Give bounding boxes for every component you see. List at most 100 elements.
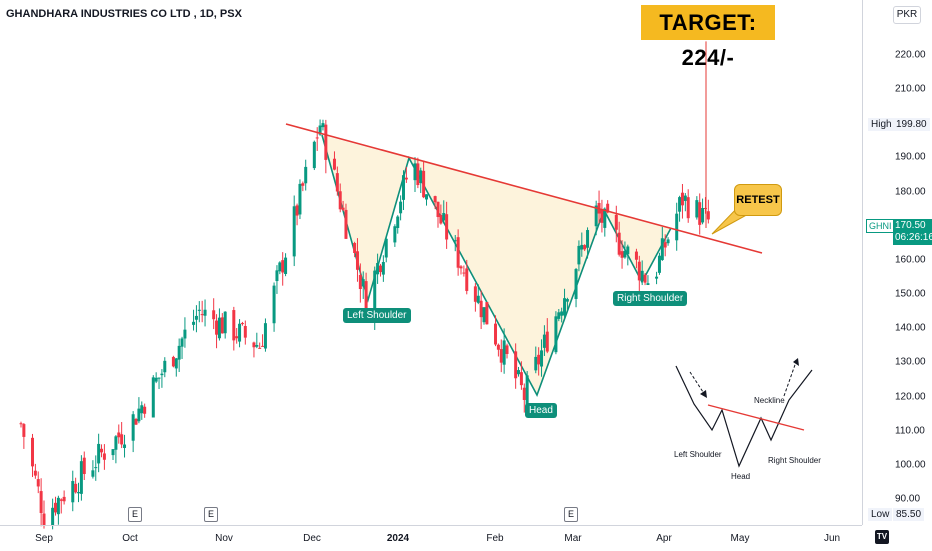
candle-body — [200, 314, 204, 316]
candle-body — [54, 502, 58, 513]
candle-body — [42, 513, 46, 527]
candle-body — [563, 298, 567, 316]
candle-body — [666, 239, 670, 244]
candle-body — [695, 200, 699, 218]
candle-body — [485, 302, 489, 325]
candle-body — [617, 232, 621, 255]
x-tick-label: 2024 — [386, 533, 410, 544]
chart-title: GHANDHARA INDUSTRIES CO LTD , 1D, PSX — [6, 8, 242, 20]
target-label: TARGET: 224/- — [641, 5, 775, 70]
candle-body — [534, 356, 538, 371]
candle-body — [577, 245, 581, 265]
earnings-marker[interactable]: E — [204, 507, 218, 522]
candle-body — [399, 201, 403, 214]
currency-button[interactable]: PKR — [893, 6, 921, 24]
candle-body — [275, 270, 279, 282]
candle-body — [586, 230, 590, 248]
x-tick-label: Jun — [823, 533, 841, 544]
candle-body — [120, 434, 124, 445]
candle-body — [220, 317, 224, 334]
candle-body — [298, 183, 302, 215]
candle-body — [594, 205, 598, 227]
candle-body — [433, 196, 437, 203]
candle-body — [465, 268, 469, 291]
candle-body — [494, 323, 498, 345]
candle-body — [583, 245, 587, 250]
candle-body — [74, 483, 78, 493]
candle-body — [396, 216, 400, 229]
time-axis[interactable] — [0, 525, 862, 551]
candle-body — [701, 208, 705, 223]
candle-body — [620, 251, 624, 258]
x-tick-label: Mar — [564, 533, 582, 544]
diagram-arrowhead-down — [700, 390, 707, 398]
candle-body — [143, 406, 147, 414]
candle-body — [419, 170, 423, 184]
candle-body — [364, 281, 368, 316]
candle-body — [517, 370, 521, 375]
candle-body — [223, 311, 227, 334]
candle-body — [623, 250, 627, 258]
candle-body — [318, 125, 322, 135]
candle-body — [97, 443, 101, 464]
candle-body — [183, 329, 187, 339]
candle-body — [134, 418, 138, 425]
candle-body — [315, 137, 319, 139]
candle-body — [401, 175, 405, 200]
candle-body — [462, 272, 466, 274]
pattern-fill — [322, 135, 671, 395]
x-tick-label: Dec — [303, 533, 321, 544]
candle-body — [560, 311, 564, 316]
y-tick-label: 210.00 — [895, 83, 926, 95]
candle-body — [203, 309, 207, 316]
y-tick-label: 100.00 — [895, 459, 926, 471]
candle-body — [232, 310, 236, 341]
candle-body — [660, 238, 664, 260]
candle-body — [424, 194, 428, 200]
candle-body — [197, 309, 201, 311]
low-value: 85.50 — [893, 508, 925, 521]
candle-body — [413, 163, 417, 181]
candle-body — [557, 312, 561, 319]
candle-body — [404, 177, 408, 180]
candle-body — [171, 356, 175, 367]
candle-body — [30, 437, 34, 467]
candle-body — [71, 481, 75, 503]
candle-body — [321, 123, 325, 128]
candle-body — [453, 240, 457, 242]
candle-body — [422, 170, 426, 198]
symbol-tag: GHNI — [866, 219, 895, 233]
candle-body — [255, 345, 259, 347]
candle-body — [140, 405, 144, 414]
earnings-marker[interactable]: E — [564, 507, 578, 522]
candle-body — [353, 242, 357, 254]
candle-body — [445, 214, 449, 240]
candle-body — [261, 345, 265, 347]
candle-body — [482, 307, 486, 323]
x-tick-label: Nov — [215, 533, 233, 544]
candle-body — [355, 251, 359, 270]
candle-body — [545, 331, 549, 352]
candle-body — [614, 214, 618, 230]
earnings-marker[interactable]: E — [128, 507, 142, 522]
diagram-arrow-down — [689, 371, 704, 393]
candle-body — [177, 345, 181, 360]
candle-body — [476, 295, 480, 303]
candle-body — [263, 323, 267, 349]
candle-body — [522, 387, 526, 400]
candle-body — [117, 432, 121, 438]
candle-body — [499, 349, 503, 363]
candle-body — [514, 351, 518, 379]
y-tick-label: 120.00 — [895, 391, 926, 403]
candle-body — [33, 470, 37, 476]
candle-body — [502, 340, 506, 365]
candle-body — [378, 265, 382, 273]
candle-body — [100, 448, 104, 453]
candle-body — [19, 423, 23, 425]
y-tick-label: 150.00 — [895, 288, 926, 300]
diagram-pattern-line — [675, 365, 813, 468]
price-axis[interactable] — [862, 0, 932, 525]
tradingview-logo-icon[interactable]: TV — [875, 530, 889, 544]
candle-body — [646, 283, 650, 285]
